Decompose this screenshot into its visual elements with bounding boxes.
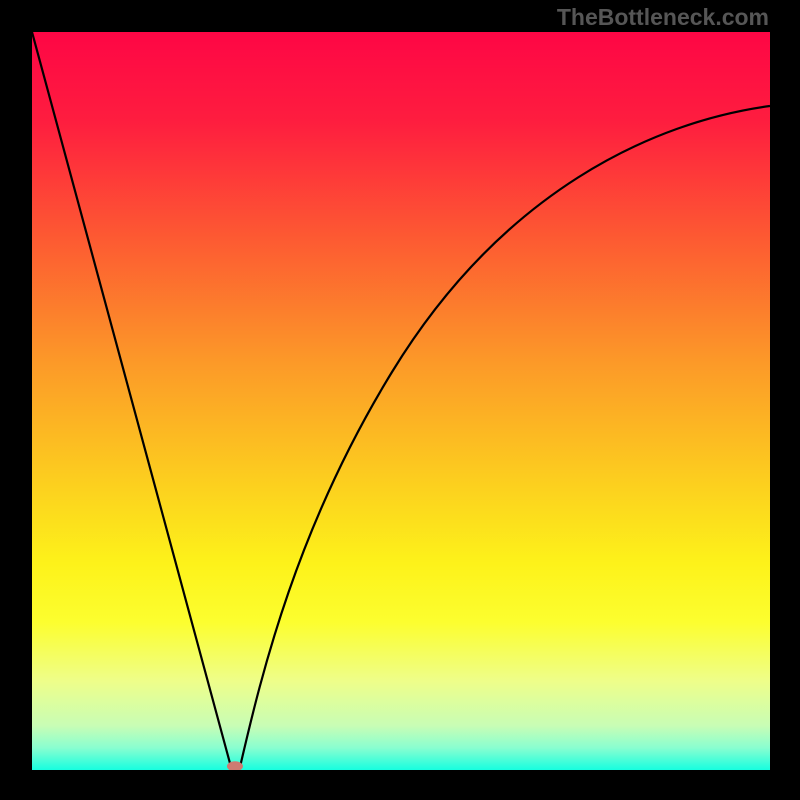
watermark-text: TheBottleneck.com xyxy=(557,4,769,31)
outer-frame: TheBottleneck.com xyxy=(0,0,800,800)
curve-left-branch xyxy=(32,32,231,767)
plot-area xyxy=(32,32,770,770)
bottleneck-curve xyxy=(32,32,770,770)
curve-right-branch xyxy=(240,106,770,767)
